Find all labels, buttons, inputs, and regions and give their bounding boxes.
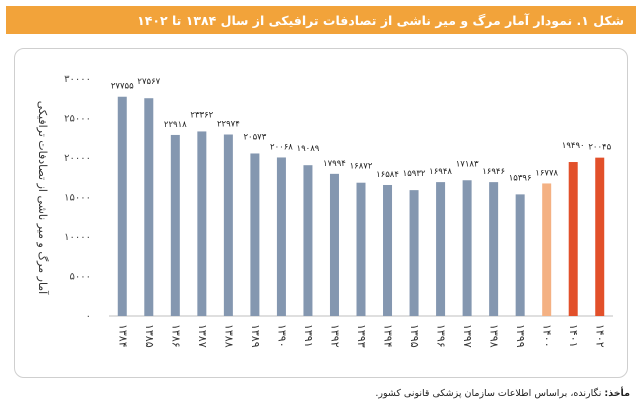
bar — [144, 98, 154, 316]
bar — [542, 183, 552, 316]
bar — [197, 131, 207, 316]
bar — [462, 180, 472, 316]
bar-data-label: ۲۲۹۱۸ — [164, 120, 187, 130]
x-tick-label: ۱۳۸۷ — [196, 324, 209, 348]
bar-data-label: ۲۳۳۶۲ — [190, 110, 213, 120]
x-tick-label: ۱۳۹۵ — [408, 324, 421, 348]
bar — [568, 162, 578, 316]
x-tick-label: ۱۳۹۰ — [275, 324, 288, 348]
bar-data-label: ۲۰۰۴۵ — [588, 143, 611, 153]
bar-data-label: ۲۰۵۷۳ — [243, 132, 266, 142]
source-text: نگارنده، براساس اطلاعات سازمان پزشکی قان… — [375, 388, 602, 399]
bar — [383, 184, 393, 316]
bar — [250, 153, 260, 316]
x-tick-label: ۱۳۸۹ — [249, 324, 262, 348]
bar — [409, 190, 419, 316]
y-tick-label: ۲۰۰۰۰ — [64, 153, 91, 164]
bar — [489, 182, 499, 316]
y-tick-label: ۵۰۰۰ — [70, 272, 91, 283]
x-tick-label: ۱۳۸۴ — [116, 324, 129, 348]
bar-data-label: ۱۷۹۹۴ — [323, 159, 346, 169]
y-tick-label: ۰ — [86, 311, 91, 322]
bar — [223, 134, 233, 316]
bar — [515, 194, 525, 316]
bar — [595, 157, 605, 316]
bar — [436, 182, 446, 316]
x-tick-label: ۱۳۹۴ — [382, 324, 395, 348]
x-tick-label: ۱۴۰۲ — [594, 324, 607, 348]
x-tick-label: ۱۳۸۶ — [169, 324, 182, 348]
bar-data-label: ۲۷۷۵۵ — [111, 82, 134, 92]
bar-data-label: ۱۵۳۹۶ — [509, 173, 532, 183]
bar — [276, 157, 286, 316]
x-tick-label: ۱۳۹۹ — [514, 324, 527, 348]
chart-frame: آمار مرگ و میر ناشی از تصادفات ترافیکی ۰ ۵… — [14, 48, 628, 378]
bar-data-label: ۱۶۹۴۸ — [429, 167, 452, 177]
x-tick-label: ۱۴۰۱ — [567, 324, 580, 348]
y-tick-label: ۲۵۰۰۰ — [64, 114, 91, 125]
x-tick-label: ۱۳۹۳ — [355, 324, 368, 348]
bar-data-label: ۱۹۴۹۰ — [562, 141, 585, 151]
bar-data-label: ۱۵۹۳۲ — [403, 169, 426, 179]
bar-data-label: ۱۶۵۸۴ — [376, 170, 399, 180]
bar — [303, 165, 313, 316]
bar — [356, 182, 366, 316]
x-tick-label: ۱۳۹۷ — [461, 324, 474, 348]
x-tick-label: ۱۳۸۵ — [143, 324, 156, 348]
y-tick-label: ۳۰۰۰۰ — [64, 74, 91, 85]
bar-data-label: ۲۷۵۶۷ — [137, 77, 160, 87]
bar-chart: آمار مرگ و میر ناشی از تصادفات ترافیکی ۰ ۵… — [36, 74, 613, 348]
figure-title-bar: شکل ۱. نمودار آمار مرگ و میر ناشی از تصا… — [6, 6, 636, 34]
x-tick-label: ۱۳۹۱ — [302, 324, 315, 348]
bar-data-label: ۱۶۹۴۶ — [482, 167, 505, 177]
bar — [329, 173, 339, 316]
y-tick-label: ۱۰۰۰۰ — [64, 232, 91, 243]
bar — [170, 134, 180, 316]
source-label: مأخذ: — [604, 388, 630, 399]
bar-data-label: ۲۰۰۶۸ — [270, 142, 293, 152]
bar-data-label: ۲۲۹۷۴ — [217, 120, 240, 130]
x-tick-label: ۱۴۰۰ — [541, 324, 554, 348]
x-tick-label: ۱۳۸۸ — [222, 324, 235, 348]
y-tick-label: ۱۵۰۰۰ — [64, 193, 91, 204]
source-note: مأخذ: نگارنده، براساس اطلاعات سازمان پزش… — [375, 388, 630, 399]
bar — [117, 96, 127, 316]
bar-data-label: ۱۷۱۸۳ — [456, 159, 479, 169]
figure-title: شکل ۱. نمودار آمار مرگ و میر ناشی از تصا… — [137, 12, 624, 28]
y-axis-label: آمار مرگ و میر ناشی از تصادفات ترافیکی — [36, 101, 50, 295]
bar-data-label: ۱۶۷۷۸ — [535, 168, 558, 178]
x-tick-label: ۱۳۹۸ — [488, 324, 501, 348]
x-tick-label: ۱۳۹۶ — [435, 324, 448, 348]
bar-data-label: ۱۶۸۷۲ — [350, 162, 373, 172]
x-tick-label: ۱۳۹۲ — [328, 324, 341, 348]
bar-data-label: ۱۹۰۸۹ — [297, 144, 320, 154]
